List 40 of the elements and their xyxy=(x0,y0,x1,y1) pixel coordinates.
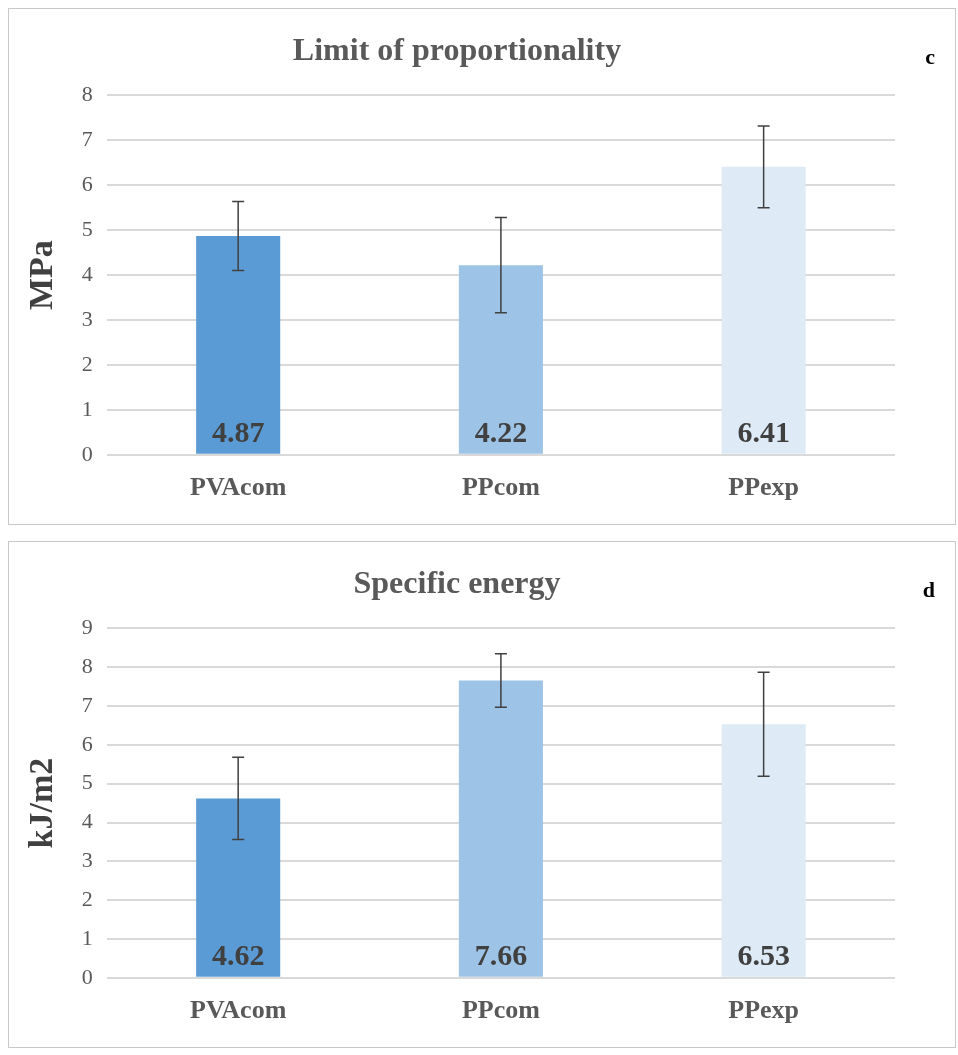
y-tick-label: 9 xyxy=(81,614,93,640)
x-tick-label: PPcom xyxy=(461,995,541,1025)
data-label: 4.22 xyxy=(474,414,528,448)
y-tick-label: 4 xyxy=(81,260,93,286)
x-tick-label: PVAcom xyxy=(190,472,287,502)
x-tick-label: PPexp xyxy=(728,995,800,1025)
x-tick-label: PVAcom xyxy=(190,995,287,1025)
y-tick-label: 2 xyxy=(81,350,93,376)
x-tick-label: PPcom xyxy=(461,472,541,502)
text: c xyxy=(925,43,936,69)
y-tick-label: 7 xyxy=(81,691,93,717)
y-tick-label: 2 xyxy=(81,885,93,911)
y-tick-label: 6 xyxy=(81,730,93,756)
y-tick-label: 7 xyxy=(81,126,93,152)
bar xyxy=(196,798,281,977)
y-axis-title: MPa xyxy=(22,240,60,311)
y-tick-label: 8 xyxy=(81,81,93,107)
y-tick-label: 1 xyxy=(81,395,93,421)
data-label: 6.53 xyxy=(737,937,790,971)
text: d xyxy=(922,576,935,602)
data-label: 4.87 xyxy=(211,414,265,448)
data-label: 6.41 xyxy=(737,414,790,448)
y-tick-label: 5 xyxy=(81,769,93,795)
y-tick-label: 1 xyxy=(81,924,93,950)
chart-title: Limit of proportionality xyxy=(292,31,622,68)
y-axis-title: kJ/m2 xyxy=(22,757,60,849)
bar xyxy=(458,680,543,977)
y-tick-label: 6 xyxy=(81,171,93,197)
bar xyxy=(721,724,806,977)
y-tick-label: 0 xyxy=(81,963,93,989)
y-tick-label: 5 xyxy=(81,215,93,241)
y-tick-label: 4 xyxy=(81,808,93,834)
y-tick-label: 0 xyxy=(81,440,93,466)
chart-title: Specific energy xyxy=(353,564,561,601)
data-label: 7.66 xyxy=(474,937,528,971)
y-tick-label: 8 xyxy=(81,653,93,678)
y-tick-label: 3 xyxy=(81,847,93,873)
y-tick-label: 3 xyxy=(81,305,93,331)
data-label: 4.62 xyxy=(211,937,265,971)
x-tick-label: PPexp xyxy=(728,472,800,502)
